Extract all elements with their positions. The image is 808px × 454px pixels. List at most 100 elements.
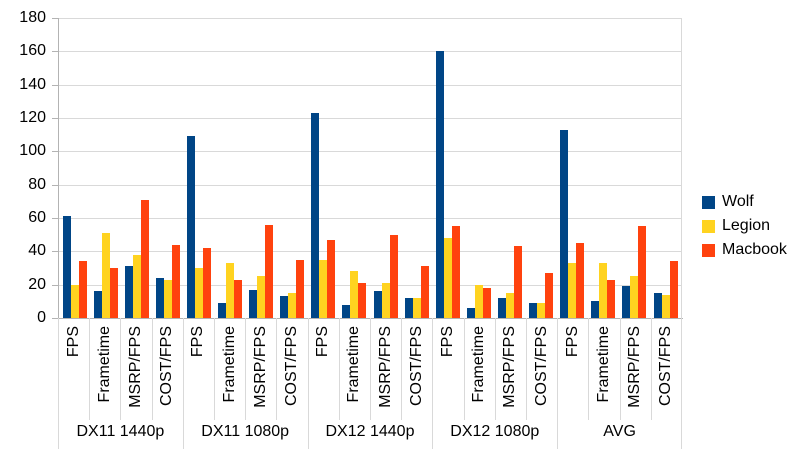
- gridline: [59, 184, 681, 186]
- category-label-cell: MSRP/FPS: [120, 318, 151, 420]
- bar-category: [650, 18, 681, 318]
- category-separator: [245, 318, 247, 420]
- bar-wolf: [124, 266, 133, 318]
- bar-wolf: [249, 289, 258, 318]
- x-axis-label-area: FPS Frametime MSRP/FPS COST/FPS FPS Frametime…: [58, 318, 682, 452]
- bar-category: [526, 18, 557, 318]
- bar-wolf: [62, 216, 71, 318]
- y-axis-labels: 0 20 40 60 80 100 120 140 160 180: [2, 9, 46, 326]
- y-axis-tick-mark: [52, 84, 58, 86]
- gridline: [59, 84, 681, 86]
- bar-group: [308, 18, 432, 318]
- group-separator: [681, 318, 682, 449]
- bar-group: [183, 18, 307, 318]
- category-label-cell: Frametime: [214, 318, 245, 420]
- bar-wolf: [653, 293, 662, 318]
- category-label: Frametime: [345, 326, 363, 403]
- category-separator: [588, 318, 590, 420]
- category-label-cell: FPS: [183, 318, 214, 420]
- y-axis-tick-mark: [52, 51, 58, 53]
- category-separator: [151, 318, 153, 420]
- bar-macbook: [265, 224, 274, 318]
- bar-macbook: [202, 248, 211, 318]
- legend-entry: Legion: [702, 214, 787, 238]
- bar-category: [90, 18, 121, 318]
- bar-legion: [70, 284, 79, 318]
- bar-category: [277, 18, 308, 318]
- category-separator: [120, 318, 122, 420]
- category-separator: [401, 318, 403, 420]
- gridline: [59, 251, 681, 253]
- category-separator: [89, 318, 91, 420]
- legend-swatch-macbook: [702, 243, 715, 257]
- bar-wolf: [622, 286, 631, 318]
- legend: Wolf Legion Macbook: [702, 190, 787, 262]
- legend-label: Macbook: [722, 241, 787, 258]
- y-axis-tick-label: 40: [28, 242, 46, 260]
- bar-category: [588, 18, 619, 318]
- category-label: COST/FPS: [657, 326, 675, 407]
- category-label-cell: FPS: [432, 318, 463, 420]
- group-separator: [557, 318, 559, 449]
- bar-legion: [350, 271, 359, 318]
- category-label-cell: FPS: [58, 318, 89, 420]
- category-label: FPS: [314, 326, 332, 358]
- bar-macbook: [545, 273, 554, 318]
- bar-legion: [132, 254, 141, 318]
- bar-macbook: [109, 268, 118, 318]
- category-separator: [463, 318, 465, 420]
- bar-macbook: [451, 226, 460, 318]
- bar-legion: [630, 276, 639, 318]
- bar-category: [370, 18, 401, 318]
- bar-wolf: [93, 291, 102, 318]
- category-label-cell: MSRP/FPS: [495, 318, 526, 420]
- category-label-cell: Frametime: [89, 318, 120, 420]
- category-label: Frametime: [595, 326, 613, 403]
- legend-label: Legion: [722, 217, 771, 234]
- bar-legion: [163, 279, 172, 318]
- bar-legion: [661, 294, 670, 318]
- group-label: DX12 1080p: [450, 423, 540, 440]
- gridline: [59, 18, 681, 19]
- y-axis-tick-mark: [52, 18, 58, 19]
- category-label: Frametime: [95, 326, 113, 403]
- bar-macbook: [234, 279, 243, 318]
- category-label: FPS: [439, 326, 457, 358]
- bar-wolf: [311, 113, 320, 318]
- legend-swatch-wolf: [702, 195, 715, 209]
- y-axis-tick-mark: [52, 251, 58, 253]
- bar-category: [432, 18, 463, 318]
- bar-legion: [412, 298, 421, 318]
- gridline: [59, 218, 681, 220]
- y-axis-tick-mark: [52, 218, 58, 220]
- y-axis-tick-label: 180: [19, 9, 46, 26]
- category-label-cell: MSRP/FPS: [370, 318, 401, 420]
- bar-legion: [568, 263, 577, 318]
- category-label: COST/FPS: [407, 326, 425, 407]
- gridline: [59, 284, 681, 286]
- bar-wolf: [373, 291, 382, 318]
- bar-category: [494, 18, 525, 318]
- bar-groups: [59, 18, 681, 318]
- bar-wolf: [342, 304, 351, 318]
- category-label-cell: FPS: [308, 318, 339, 420]
- bar-group: [59, 18, 183, 318]
- bar-category: [59, 18, 90, 318]
- bar-wolf: [155, 278, 164, 318]
- bar-macbook: [576, 243, 585, 318]
- y-axis-tick-mark: [52, 284, 58, 286]
- category-label-cell: MSRP/FPS: [245, 318, 276, 420]
- bar-group: [432, 18, 556, 318]
- y-axis-tick-label: 0: [37, 309, 46, 326]
- category-label: MSRP/FPS: [251, 326, 269, 408]
- group-label-row: DX11 1440p DX11 1080p DX12 1440p DX12 1080p…: [58, 420, 682, 450]
- group-separator: [307, 318, 309, 449]
- gridline: [59, 51, 681, 53]
- group-label: AVG: [603, 423, 636, 440]
- plot-area: [58, 18, 682, 318]
- bar-macbook: [140, 199, 149, 318]
- category-label: COST/FPS: [283, 326, 301, 407]
- bar-category: [401, 18, 432, 318]
- category-label: FPS: [189, 326, 207, 358]
